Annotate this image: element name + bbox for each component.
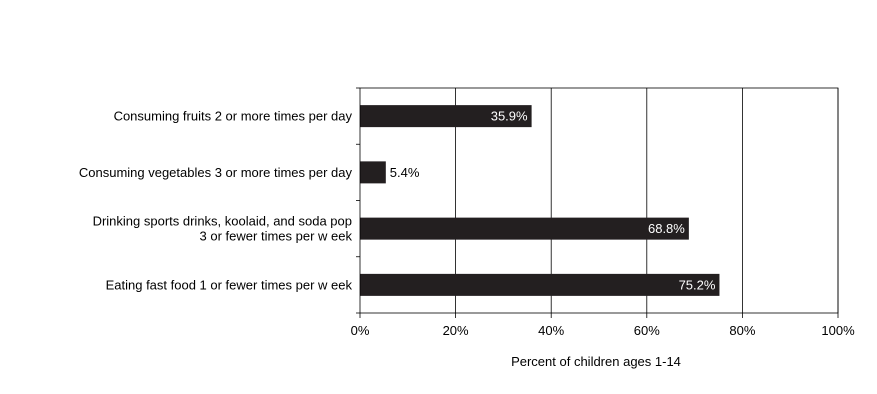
category-label-0: Consuming fruits 2 or more times per day: [114, 109, 353, 124]
bar-1: [360, 161, 386, 184]
data-label-3: 75.2%: [679, 277, 716, 292]
x-axis-title: Percent of children ages 1-14: [511, 354, 681, 369]
category-label-1: Consuming vegetables 3 or more times per…: [79, 165, 353, 180]
category-label-3: Eating fast food 1 or fewer times per w …: [106, 277, 353, 292]
x-tick-label-100: 100%: [821, 323, 855, 338]
bar-2: [360, 217, 689, 240]
x-tick-label-80: 80%: [729, 323, 755, 338]
data-label-0: 35.9%: [491, 109, 528, 124]
bar-3: [360, 273, 720, 296]
x-tick-label-40: 40%: [538, 323, 564, 338]
labels: 35.9% Consuming fruits 2 or more times pe…: [79, 109, 855, 338]
category-label-2-line-0: Drinking sports drinks, koolaid, and sod…: [93, 214, 352, 229]
x-tick-label-60: 60%: [634, 323, 660, 338]
bars: [360, 105, 720, 296]
data-label-1: 5.4%: [390, 165, 420, 180]
category-label-2-line-1: 3 or fewer times per w eek: [200, 229, 353, 244]
x-tick-label-20: 20%: [443, 323, 469, 338]
data-label-2: 68.8%: [648, 221, 685, 236]
x-tick-label-0: 0%: [351, 323, 370, 338]
axes: [356, 87, 839, 318]
plot-border: [359, 87, 839, 314]
bar-0: [360, 105, 532, 128]
